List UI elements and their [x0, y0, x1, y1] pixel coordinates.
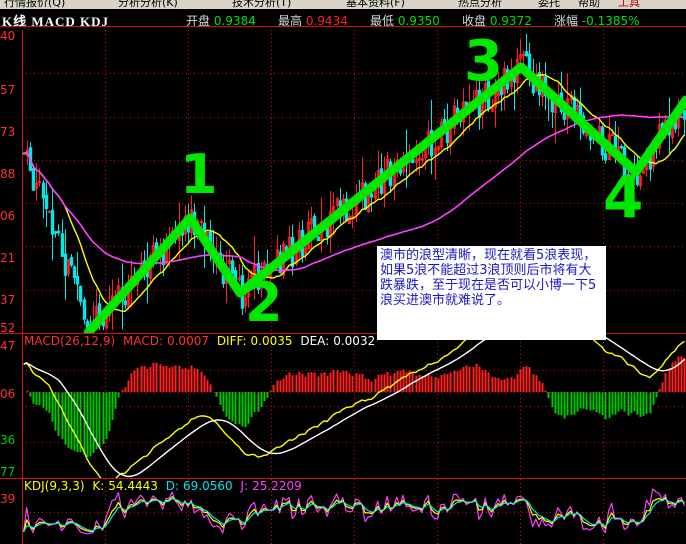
price-tick-1: 57 — [0, 83, 16, 97]
menu-item-0[interactable]: 行情报价(Q) — [4, 0, 66, 9]
kdj-axis-separator — [22, 479, 23, 544]
kdj-panel-header: KDJ(9,3,3) K: 54.4443 D: 69.0560 J: 25.2209 — [24, 479, 306, 493]
macd-histogram-svg — [22, 334, 686, 478]
macd-value: 0.0007 — [166, 334, 209, 348]
kdj-d-label: D: — [165, 479, 180, 493]
macd-chart-panel[interactable]: 47 06 36 77 — [0, 334, 686, 478]
macd-tick-0: 47 — [0, 339, 16, 353]
quote-change: 涨幅 -0.1385% — [554, 12, 640, 29]
diff-label: DIFF: — [216, 334, 247, 348]
kdj-axis: 39 — [0, 479, 22, 544]
quote-bar: K线 MACD KDJ 开盘 0.9384 最高 0.9434 最低 0.935… — [0, 11, 686, 29]
chart-mode-label[interactable]: K线 MACD KDJ — [2, 14, 110, 29]
quote-bar-divider — [0, 26, 686, 27]
macd-tick-2: 36 — [0, 433, 16, 447]
quote-low-value: 0.9350 — [397, 14, 440, 28]
price-tick-7: 52 — [0, 321, 16, 333]
diff-value: 0.0035 — [250, 334, 293, 348]
kdj-d-value: 69.0560 — [183, 479, 233, 493]
macd-title: MACD(26,12,9) — [24, 334, 116, 348]
kdj-k-label: K: — [92, 479, 105, 493]
price-tick-5: 21 — [0, 251, 16, 265]
analysis-note-box[interactable]: 澳市的浪型清晰，现在就看5浪表现，如果5浪不能超过3浪顶则后市将有大跌暴跌，至于… — [377, 246, 606, 340]
quote-high: 最高 0.9434 — [278, 12, 348, 29]
kdj-chart-panel[interactable]: 39 — [0, 479, 686, 544]
menu-item-7[interactable]: 工具 — [618, 0, 640, 9]
kdj-plot-area[interactable] — [22, 479, 686, 544]
kdj-k-value: 54.4443 — [108, 479, 158, 493]
price-axis: 40 57 73 88 06 21 37 52 — [0, 30, 22, 333]
kdj-lines-svg — [22, 479, 686, 544]
wave-label-1: 1 — [180, 143, 218, 206]
price-axis-separator — [22, 30, 23, 333]
price-tick-0: 40 — [0, 30, 16, 43]
macd-label: MACD: — [122, 334, 163, 348]
quote-high-label: 最高 — [278, 14, 303, 28]
menu-item-3[interactable]: 基本资料(F) — [346, 0, 405, 9]
kdj-j-label: J: — [240, 479, 249, 493]
quote-close-label: 收盘 — [462, 14, 487, 28]
quote-open-value: 0.9384 — [213, 14, 256, 28]
quote-open-label: 开盘 — [186, 14, 211, 28]
quote-high-value: 0.9434 — [305, 14, 348, 28]
macd-tick-3: 77 — [0, 465, 16, 478]
wave-label-3: 3 — [464, 29, 503, 94]
quote-change-value: -0.1385% — [581, 14, 640, 28]
menu-item-2[interactable]: 技术分析(T) — [232, 0, 292, 9]
macd-tick-1: 06 — [0, 387, 16, 401]
quote-low: 最低 0.9350 — [370, 12, 440, 29]
price-tick-3: 88 — [0, 167, 16, 181]
menu-bar[interactable]: 行情报价(Q) 分析分析(K) 技术分析(T) 基本资料(F) 热点分析 委托 … — [0, 0, 686, 11]
price-tick-2: 73 — [0, 125, 16, 139]
kdj-panel-top-divider — [0, 478, 686, 479]
macd-axis: 47 06 36 77 — [0, 334, 22, 478]
kdj-j-value: 25.2209 — [252, 479, 302, 493]
macd-plot-area[interactable] — [22, 334, 686, 478]
menu-item-1[interactable]: 分析分析(K) — [118, 0, 178, 9]
menu-bar-edge — [0, 9, 686, 11]
macd-panel-top-divider — [0, 333, 686, 334]
macd-panel-header: MACD(26,12,9) MACD: 0.0007 DIFF: 0.0035 DE… — [24, 334, 379, 348]
menu-item-4[interactable]: 热点分析 — [458, 0, 502, 9]
menu-item-6[interactable]: 帮助 — [578, 0, 600, 9]
quote-change-label: 涨幅 — [554, 14, 579, 28]
price-tick-6: 37 — [0, 293, 16, 307]
quote-low-label: 最低 — [370, 14, 395, 28]
quote-close: 收盘 0.9372 — [462, 12, 532, 29]
price-tick-4: 06 — [0, 209, 16, 223]
analysis-note-text: 澳市的浪型清晰，现在就看5浪表现，如果5浪不能超过3浪顶则后市将有大跌暴跌，至于… — [380, 248, 597, 308]
kdj-title: KDJ(9,3,3) — [24, 479, 85, 493]
menu-item-5[interactable]: 委托 — [538, 0, 560, 9]
quote-close-value: 0.9372 — [489, 14, 532, 28]
wave-label-2: 2 — [245, 271, 283, 334]
dea-label: DEA: — [300, 334, 330, 348]
kdj-tick-0: 39 — [0, 492, 16, 506]
wave-label-4: 4 — [603, 163, 644, 231]
dea-value: 0.0032 — [333, 334, 376, 348]
quote-open: 开盘 0.9384 — [186, 12, 256, 29]
